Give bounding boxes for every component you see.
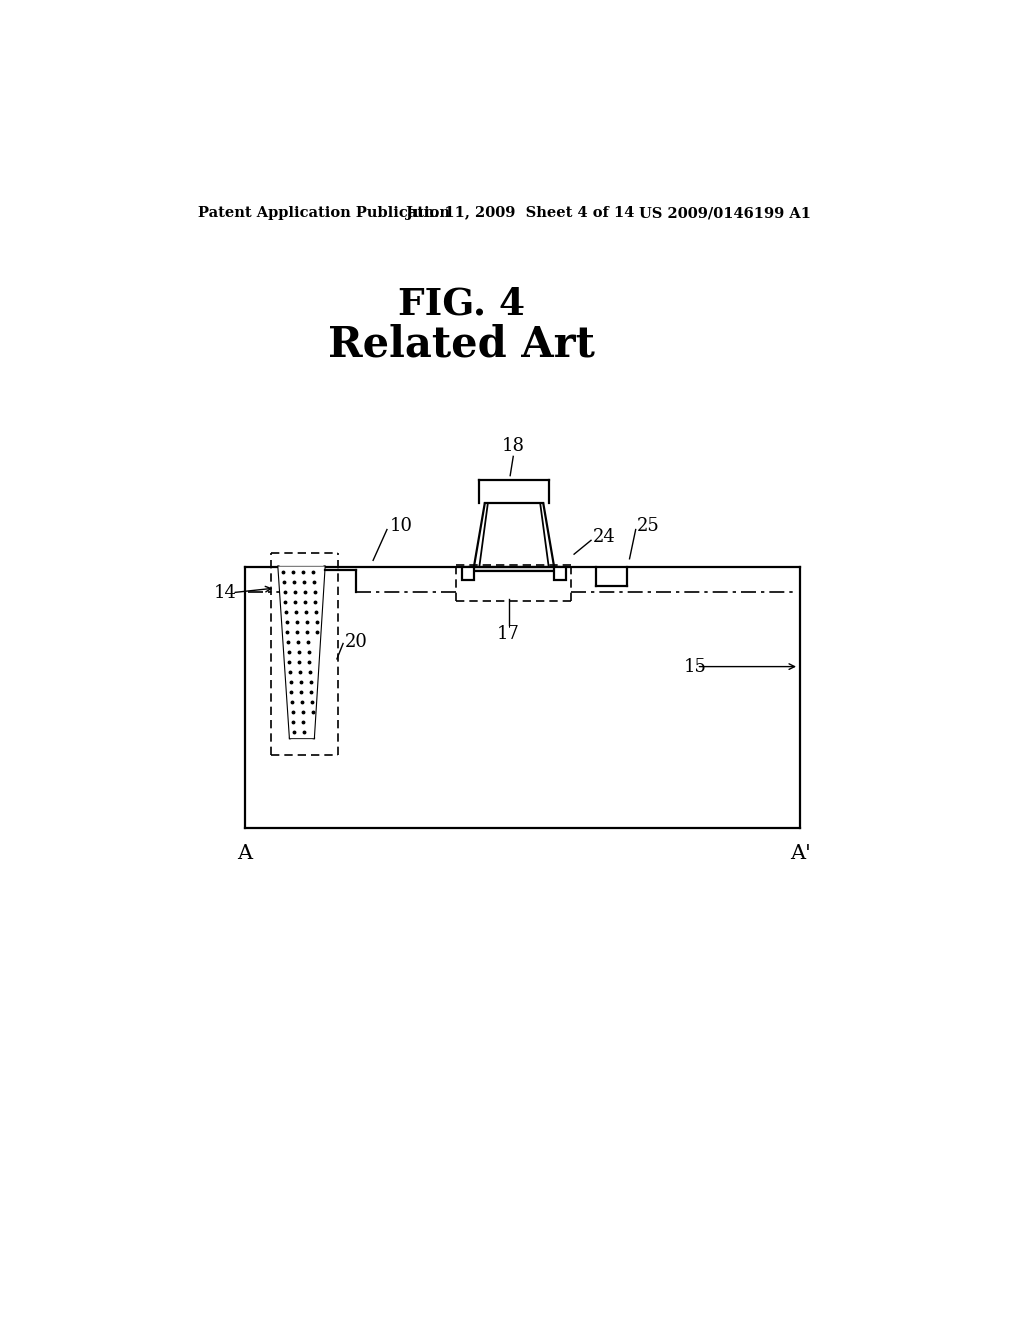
Text: 15: 15 [683,657,707,676]
Bar [554,566,566,581]
Bar [469,566,559,572]
Text: FIG. 4: FIG. 4 [398,285,525,322]
Polygon shape [279,566,325,738]
Text: A': A' [791,843,811,863]
Text: 20: 20 [345,634,368,651]
Text: Patent Application Publication: Patent Application Publication [199,206,451,220]
Text: US 2009/0146199 A1: US 2009/0146199 A1 [639,206,811,220]
Text: 24: 24 [593,528,615,546]
Text: 10: 10 [389,517,413,536]
Text: 17: 17 [497,626,519,643]
Text: 18: 18 [502,437,524,455]
Text: 14: 14 [214,583,237,602]
Text: Related Art: Related Art [329,323,595,366]
Bar [462,566,474,581]
Text: A: A [237,843,252,863]
Text: Jun. 11, 2009  Sheet 4 of 14: Jun. 11, 2009 Sheet 4 of 14 [407,206,635,220]
Text: 25: 25 [637,517,660,536]
